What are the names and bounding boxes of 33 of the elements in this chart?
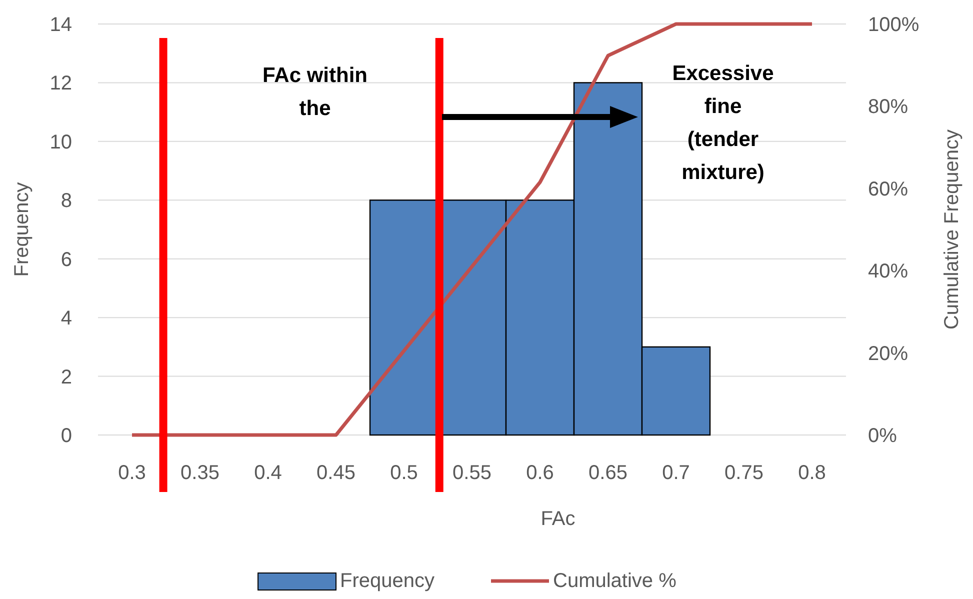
legend-label: Cumulative % bbox=[553, 570, 677, 592]
x-tick-label: 0.75 bbox=[724, 462, 764, 484]
x-tick-label: 0.55 bbox=[452, 462, 492, 484]
x-tick-label: 0.5 bbox=[390, 462, 418, 484]
y2-tick-label: 40% bbox=[868, 260, 908, 283]
y-tick-label: 6 bbox=[60, 248, 72, 271]
x-tick-label: 0.45 bbox=[316, 462, 356, 484]
annotation: FAc within the bbox=[262, 64, 368, 120]
x-tick-label: 0.3 bbox=[118, 462, 146, 484]
x-tick-label: 0.8 bbox=[798, 462, 826, 484]
y2-tick-label: 80% bbox=[868, 96, 908, 118]
y2-tick-label: 0% bbox=[868, 425, 898, 447]
y2-tick-label: 100% bbox=[868, 14, 920, 36]
y-axis-title: Frequency bbox=[11, 182, 33, 277]
annotation: Excessive fine (tender mixture) bbox=[672, 62, 774, 184]
x-tick-label: 0.4 bbox=[254, 462, 282, 484]
x-tick-label: 0.6 bbox=[526, 462, 554, 484]
y-tick-label: 8 bbox=[60, 190, 72, 212]
y2-tick-label: 60% bbox=[868, 178, 908, 200]
y-tick-label: 2 bbox=[60, 366, 72, 388]
line-series bbox=[130, 22, 814, 437]
y-tick-label: 12 bbox=[50, 72, 72, 95]
y-tick-label: 4 bbox=[60, 308, 72, 330]
x-tick-label: 0.7 bbox=[662, 462, 690, 484]
y-tick-label: 0 bbox=[60, 425, 72, 447]
x-tick-label: 0.35 bbox=[180, 462, 220, 484]
y2-tick-label: 20% bbox=[868, 342, 908, 365]
y2-axis-title: Cumulative Frequency bbox=[941, 129, 963, 330]
x-tick-label: 0.65 bbox=[588, 462, 628, 484]
x-axis-title: FAc bbox=[540, 508, 576, 530]
legend-label: Frequency bbox=[340, 570, 434, 592]
y-tick-label: 10 bbox=[50, 131, 72, 154]
y-tick-label: 14 bbox=[50, 14, 72, 36]
